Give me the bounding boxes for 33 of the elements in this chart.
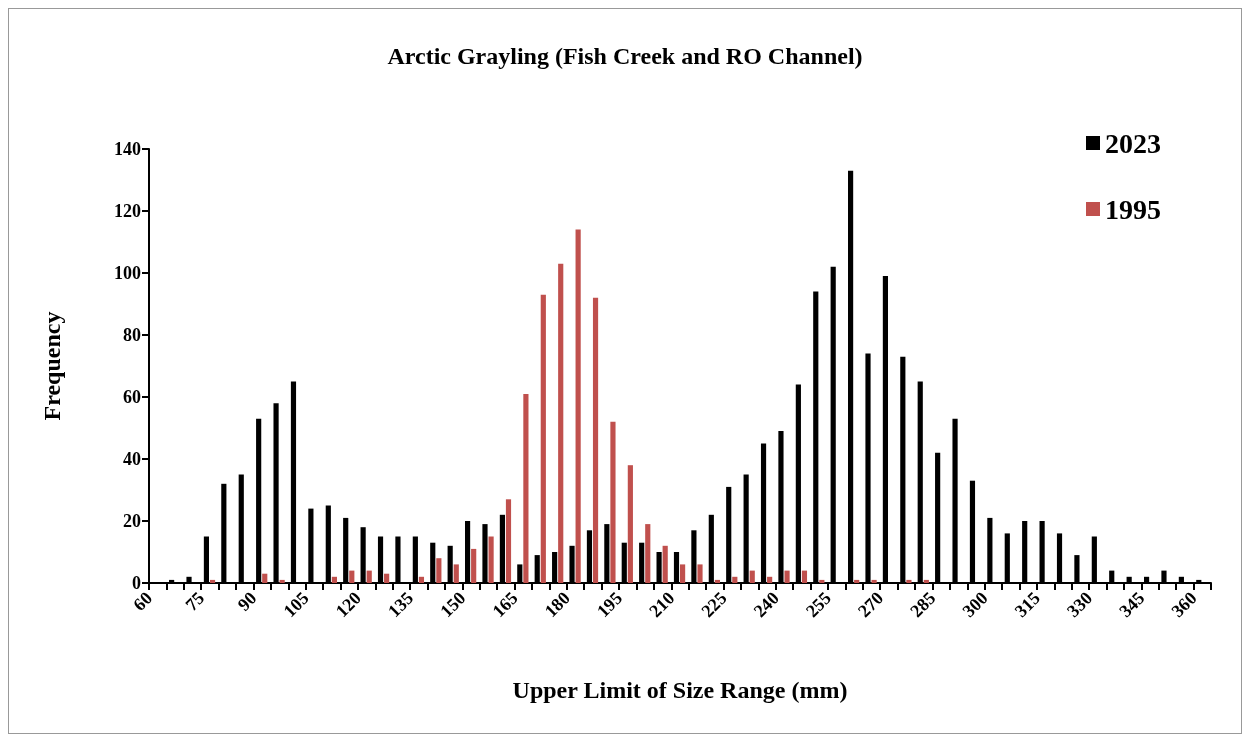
x-tick-label: 135	[384, 587, 418, 622]
x-tick-label: 360	[1167, 587, 1201, 622]
x-tick-label: 300	[958, 587, 992, 622]
x-tick-label: 120	[331, 587, 365, 622]
x-tick-label: 90	[233, 587, 261, 615]
y-tick-label: 60	[123, 387, 141, 407]
chart-title: Arctic Grayling (Fish Creek and RO Channel)	[387, 43, 863, 69]
legend-label: 2023	[1105, 127, 1161, 159]
x-tick-label: 240	[749, 587, 783, 622]
x-tick-label: 210	[645, 587, 679, 622]
x-tick-label: 150	[436, 587, 470, 622]
x-tick-label: 75	[181, 587, 209, 615]
x-tick-label: 270	[854, 587, 888, 622]
x-axis-title: Upper Limit of Size Range (mm)	[512, 677, 848, 703]
y-axis-title: Frequency	[39, 311, 65, 421]
x-tick-label: 180	[540, 587, 574, 622]
x-tick-label: 285	[906, 587, 940, 622]
x-tick-label: 345	[1115, 587, 1149, 622]
x-tick-label: 255	[801, 587, 836, 622]
x-tick-label: 195	[592, 587, 627, 622]
y-tick-label: 140	[114, 139, 141, 159]
x-tick-label: 315	[1010, 587, 1044, 622]
x-tick-label: 330	[1062, 587, 1097, 622]
x-tick-label: 225	[697, 587, 731, 622]
x-tick-label: 105	[279, 587, 313, 622]
y-tick-label: 0	[132, 573, 141, 593]
y-tick-label: 80	[123, 325, 141, 345]
y-tick-label: 100	[114, 263, 141, 283]
x-tick-label: 165	[488, 587, 522, 622]
y-tick-label: 40	[123, 449, 141, 469]
y-tick-label: 120	[114, 201, 141, 221]
legend-label: 1995	[1105, 193, 1161, 225]
y-tick-label: 20	[123, 511, 141, 531]
